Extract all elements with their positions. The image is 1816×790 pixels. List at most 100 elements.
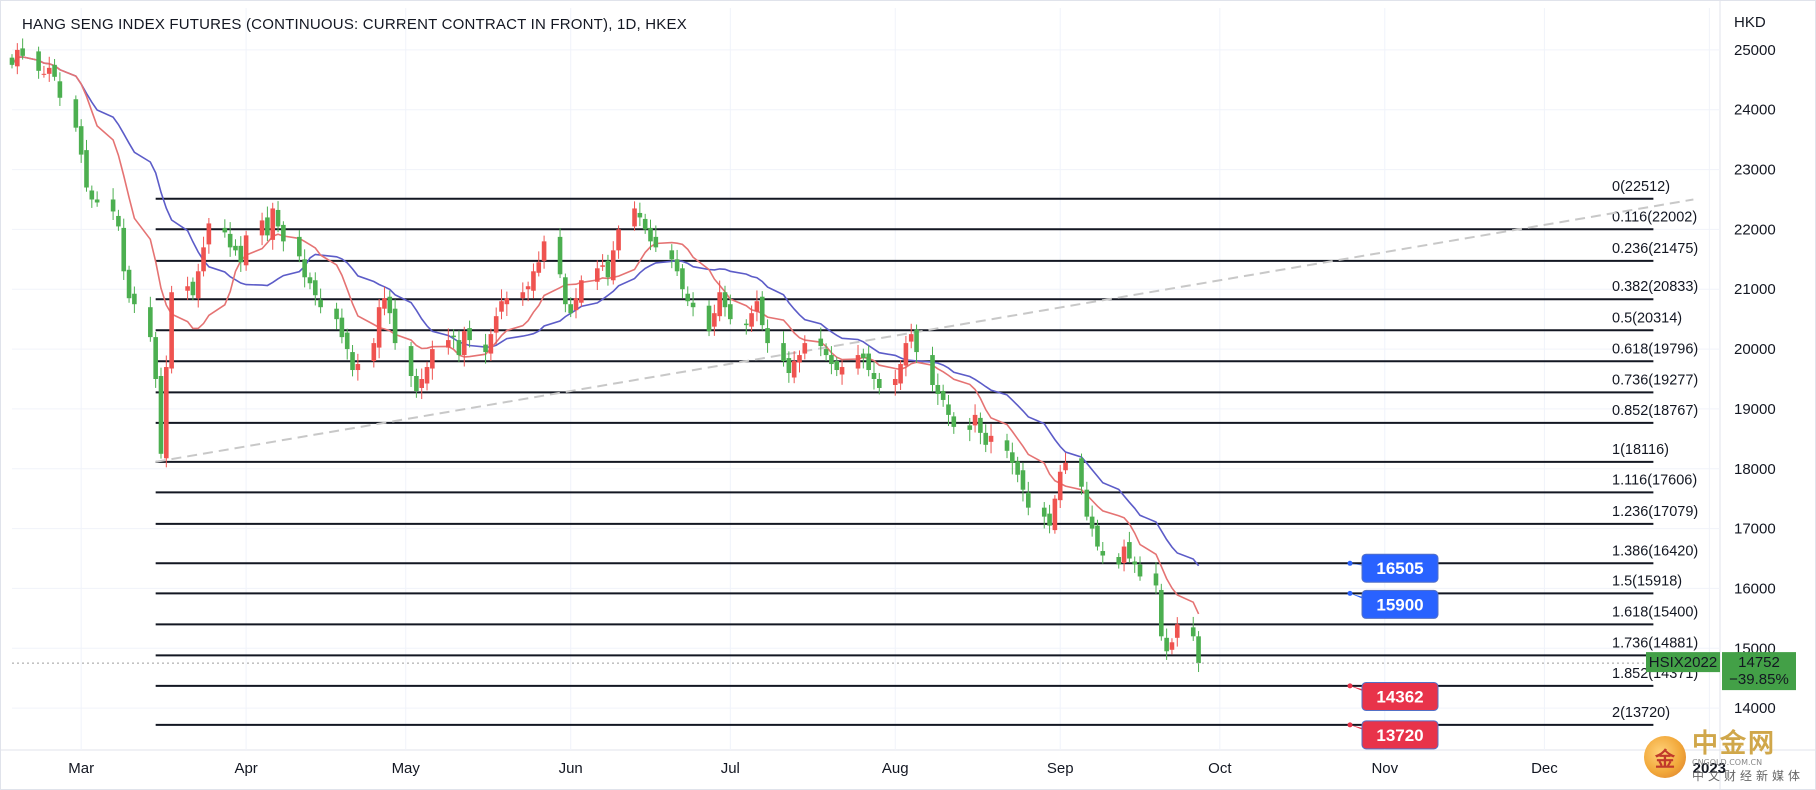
candle-body[interactable] [121, 227, 127, 272]
candle-body[interactable] [951, 416, 957, 427]
candle-body[interactable] [861, 353, 866, 359]
candle-body[interactable] [791, 361, 797, 378]
candle-body[interactable] [1137, 564, 1143, 577]
candle-body[interactable] [765, 328, 770, 344]
candle-body[interactable] [148, 307, 153, 338]
candle-body[interactable] [940, 390, 946, 400]
candle-body[interactable] [802, 343, 808, 354]
candle-body[interactable] [797, 355, 802, 363]
candle-body[interactable] [967, 425, 973, 430]
candle-body[interactable] [1164, 637, 1169, 652]
candle-body[interactable] [1084, 489, 1090, 517]
candle-body[interactable] [1010, 452, 1015, 463]
candle-body[interactable] [871, 373, 877, 379]
candle-body[interactable] [1121, 546, 1127, 564]
candle-body[interactable] [334, 308, 339, 320]
candle-body[interactable] [1127, 542, 1132, 559]
candle-body[interactable] [1025, 492, 1031, 508]
candle-body[interactable] [94, 199, 100, 203]
candle-body[interactable] [281, 224, 286, 242]
candle-body[interactable] [20, 48, 25, 56]
candle-body[interactable] [594, 268, 600, 282]
candle-body[interactable] [674, 259, 680, 272]
candle-body[interactable] [1153, 573, 1159, 586]
candle-body[interactable] [1169, 642, 1175, 650]
candle-body[interactable] [164, 367, 169, 459]
candle-body[interactable] [914, 329, 919, 353]
candle-body[interactable] [46, 67, 52, 74]
candle-body[interactable] [781, 343, 786, 362]
candle-body[interactable] [126, 269, 132, 299]
candle-body[interactable] [499, 301, 504, 312]
candle-body[interactable] [1116, 557, 1122, 565]
candle-body[interactable] [1004, 440, 1010, 451]
candle-body[interactable] [153, 337, 158, 379]
candle-body[interactable] [653, 236, 659, 248]
candle-body[interactable] [132, 293, 137, 305]
candle-body[interactable] [344, 332, 350, 350]
candle-body[interactable] [110, 199, 116, 212]
candle-body[interactable] [1159, 589, 1164, 637]
candle-body[interactable] [706, 305, 712, 332]
candle-body[interactable] [52, 64, 57, 77]
price-tag[interactable] [1361, 681, 1439, 711]
candle-body[interactable] [898, 364, 903, 384]
candle-body[interactable] [680, 268, 685, 290]
candle-body[interactable] [573, 298, 579, 311]
candle-body[interactable] [1095, 525, 1100, 547]
candle-body[interactable] [1015, 461, 1020, 475]
candle-body[interactable] [855, 355, 861, 369]
candle-body[interactable] [1020, 470, 1026, 490]
candle-body[interactable] [1100, 551, 1106, 556]
candle-body[interactable] [648, 227, 653, 242]
candle-body[interactable] [1079, 458, 1084, 487]
candle-body[interactable] [408, 346, 414, 377]
candle-body[interactable] [270, 208, 276, 240]
candle-body[interactable] [520, 292, 526, 299]
candle-body[interactable] [728, 304, 733, 320]
candle-body[interactable] [786, 358, 792, 374]
candle-body[interactable] [616, 229, 621, 251]
candle-body[interactable] [642, 218, 648, 230]
candle-body[interactable] [610, 250, 616, 281]
candle-body[interactable] [456, 340, 462, 356]
candle-body[interactable] [227, 233, 233, 248]
candle-body[interactable] [169, 292, 174, 369]
candle-body[interactable] [275, 209, 281, 227]
candle-body[interactable] [829, 355, 834, 365]
candle-body[interactable] [446, 340, 451, 348]
candle-body[interactable] [930, 355, 935, 385]
candle-body[interactable] [935, 384, 941, 394]
candle-body[interactable] [605, 260, 611, 278]
candle-body[interactable] [185, 286, 190, 291]
candle-body[interactable] [36, 51, 41, 71]
candle-body[interactable] [467, 328, 472, 341]
candle-body[interactable] [685, 293, 691, 302]
candle-body[interactable] [190, 281, 196, 296]
candle-body[interactable] [419, 379, 425, 388]
candle-body[interactable] [866, 353, 871, 371]
candle-body[interactable] [754, 301, 760, 312]
candle-body[interactable] [1047, 513, 1052, 526]
candle-body[interactable] [1196, 636, 1201, 664]
candle-body[interactable] [297, 236, 302, 257]
candle-body[interactable] [84, 150, 89, 188]
candle-body[interactable] [712, 313, 717, 327]
candle-body[interactable] [1174, 624, 1180, 638]
candle-body[interactable] [834, 361, 840, 371]
candle-body[interactable] [350, 352, 355, 371]
price-tag[interactable] [1361, 589, 1439, 619]
candle-body[interactable] [525, 286, 531, 290]
candle-body[interactable] [238, 245, 244, 263]
price-tag[interactable] [1361, 553, 1439, 583]
candle-body[interactable] [759, 296, 765, 326]
candle-body[interactable] [89, 190, 95, 200]
candle-body[interactable] [690, 302, 696, 308]
candle-body[interactable] [743, 323, 749, 326]
candle-body[interactable] [339, 317, 345, 338]
candle-body[interactable] [722, 292, 728, 308]
candle-body[interactable] [259, 220, 265, 236]
candle-body[interactable] [988, 435, 994, 442]
candle-body[interactable] [392, 308, 398, 344]
price-tag[interactable] [1361, 720, 1439, 750]
